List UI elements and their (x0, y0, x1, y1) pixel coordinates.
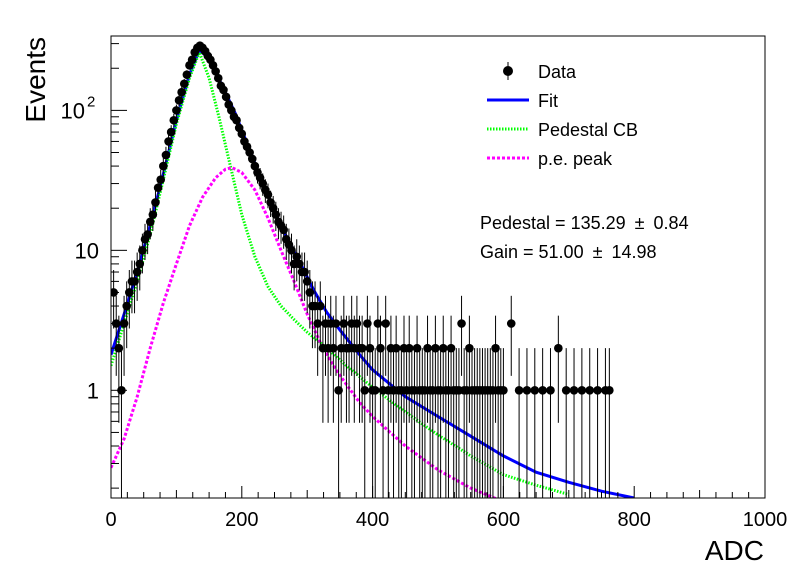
gain-text: Gain = 51.00 (480, 242, 584, 262)
data-point (585, 385, 595, 395)
data-point (499, 385, 508, 395)
y-tick-label: 10 (75, 238, 99, 263)
data-point (169, 115, 179, 125)
gain-pm: ± (593, 242, 603, 262)
legend: Data Fit Pedestal CB p.e. peak (487, 62, 638, 169)
data-point (331, 319, 341, 328)
pedestal-text: Pedestal = 135.29 (480, 213, 626, 233)
data-point (554, 343, 563, 353)
data-point (605, 385, 614, 395)
curve-pedestal-cb (111, 48, 570, 496)
data-point (538, 385, 547, 395)
data-point (156, 175, 166, 184)
data-point (530, 385, 540, 395)
data-point (221, 92, 231, 102)
x-tick-label: 200 (225, 509, 258, 531)
data-point (179, 79, 189, 89)
curve-path (111, 48, 570, 496)
data-point (174, 96, 184, 105)
legend-data-marker (503, 66, 513, 76)
data-point (561, 385, 571, 395)
legend-label-fit: Fit (538, 91, 558, 111)
data-point (577, 385, 587, 395)
y-tick-label: 1 (87, 378, 99, 403)
gain-annotation: Gain = 51.00 ± 14.98 (480, 242, 657, 262)
data-point (172, 106, 181, 115)
plot-area (111, 41, 635, 498)
x-tick-label: 400 (356, 509, 389, 531)
legend-label-data: Data (538, 62, 577, 82)
data-point (506, 319, 516, 328)
data-point (211, 67, 220, 76)
legend-item-pedestal-cb: Pedestal CB (487, 120, 638, 140)
legend-label-pedestal-cb: Pedestal CB (538, 120, 638, 140)
data-point (593, 385, 602, 395)
y-tick-label-exponent: 2 (87, 93, 95, 110)
y-tick-label: 10 (61, 98, 85, 123)
x-tick-label: 800 (618, 509, 651, 531)
legend-label-pe-peak: p.e. peak (538, 149, 613, 169)
data-point (360, 385, 370, 395)
pedestal-pm: ± (635, 213, 645, 233)
legend-item-fit: Fit (487, 91, 558, 111)
x-axis-label: ADC (705, 535, 764, 566)
data-point (161, 150, 171, 160)
data-point (370, 385, 380, 395)
x-tick-label: 600 (487, 509, 520, 531)
x-tick-label: 1000 (743, 509, 788, 531)
legend-item-data: Data (503, 62, 577, 82)
curve-p-e-peak (111, 166, 499, 498)
data-points (111, 41, 614, 498)
data-point (177, 87, 186, 97)
data-point (546, 385, 555, 395)
data-point (514, 385, 524, 395)
x-tick-label: 0 (105, 509, 116, 531)
y-axis-label: Events (20, 37, 51, 123)
data-point (457, 319, 466, 328)
curve-path (111, 166, 499, 498)
axis-ticks (110, 43, 766, 498)
data-point (569, 385, 579, 395)
gain-error: 14.98 (612, 242, 657, 262)
data-point (213, 73, 223, 83)
data-point (182, 70, 192, 79)
data-point (166, 127, 176, 137)
data-point (522, 385, 532, 395)
fit-annotations: Pedestal = 135.29 ± 0.84 Gain = 51.00 ± … (480, 213, 689, 262)
data-point (315, 301, 325, 311)
pedestal-error: 0.84 (654, 213, 689, 233)
data-point (381, 319, 390, 328)
legend-item-pe-peak: p.e. peak (487, 149, 613, 169)
data-point (187, 55, 197, 65)
pedestal-annotation: Pedestal = 135.29 ± 0.84 (480, 213, 689, 233)
